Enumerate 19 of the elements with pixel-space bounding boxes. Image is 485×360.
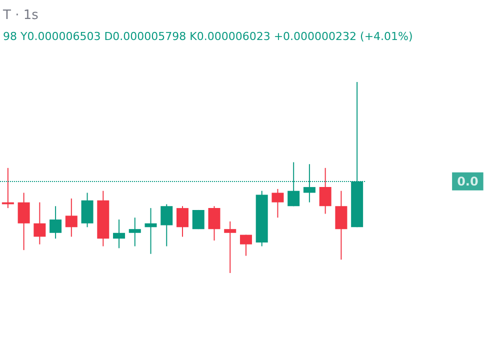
candlestick: [160, 204, 173, 247]
candlestick: [34, 202, 46, 245]
candlestick: [208, 206, 220, 242]
candlestick: [65, 198, 78, 238]
candlestick: [319, 167, 332, 214]
text: 0.0: [457, 174, 478, 188]
candlestick: [144, 208, 157, 254]
candlestick: [81, 192, 94, 228]
candlestick: [240, 234, 252, 256]
candlestick: [272, 188, 284, 218]
candlestick: [224, 220, 236, 274]
chart-title: T · 1s: [2, 8, 39, 23]
candlestick: [176, 206, 188, 238]
candlestick: [128, 217, 141, 247]
candlestick: [113, 219, 126, 249]
text: 98 Y0.000006503 D0.000005798 K0.000006023 +0.000000232 (+4.01%): [3, 30, 413, 43]
candlestick: [335, 190, 348, 260]
candlestick: [50, 206, 62, 240]
candlestick: [18, 192, 30, 251]
